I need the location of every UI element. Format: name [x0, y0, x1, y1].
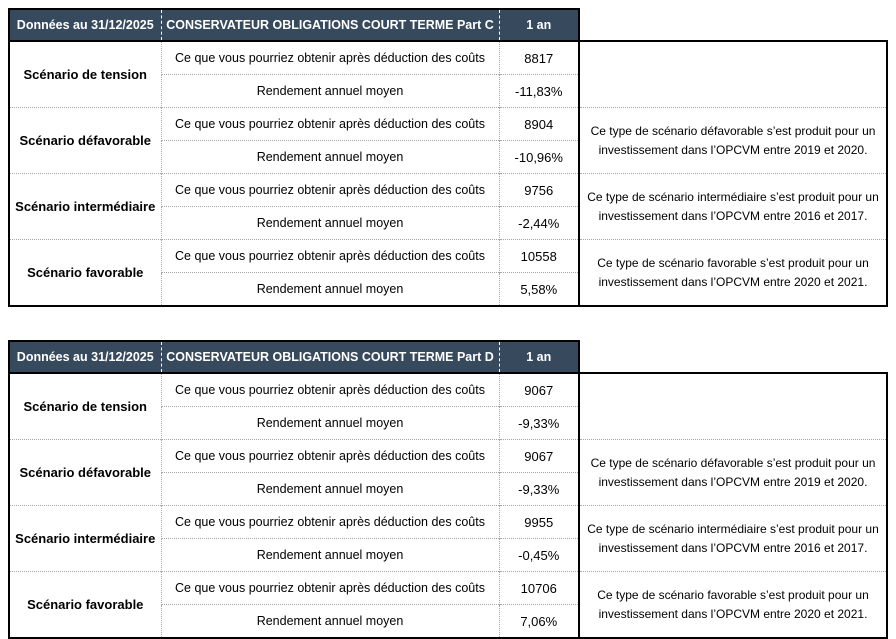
table-row: Scénario favorable Ce que vous pourriez … [8, 239, 888, 307]
comment-line: investissement dans l’OPCVM entre 2020 e… [598, 274, 868, 289]
scenario-return-label: Rendement annuel moyen [160, 74, 499, 108]
scenario-return-value: 5,58% [498, 272, 580, 307]
scenario-table-part-d: Données au 31/12/2025 CONSERVATEUR OBLIG… [8, 340, 888, 639]
table-header-fund-name: CONSERVATEUR OBLIGATIONS COURT TERME Par… [160, 340, 499, 374]
table-row: Scénario de tension Ce que vous pourriez… [8, 372, 888, 440]
scenario-return-label: Rendement annuel moyen [160, 538, 499, 572]
scenario-amount-label: Ce que vous pourriez obtenir après déduc… [160, 40, 499, 75]
comment-line: investissement dans l’OPCVM entre 2016 e… [598, 208, 868, 223]
scenario-amount-value: 9067 [498, 372, 580, 407]
comment-line: investissement dans l’OPCVM entre 2019 e… [598, 474, 868, 489]
scenario-amount-value: 8904 [498, 107, 580, 141]
scenario-return-label: Rendement annuel moyen [160, 272, 499, 307]
table-row: Rendement annuel moyen -9,33% [9, 472, 887, 506]
comment-line: investissement dans l’OPCVM entre 2020 e… [598, 606, 868, 621]
scenario-amount-label: Ce que vous pourriez obtenir après déduc… [160, 571, 499, 605]
table-row: Rendement annuel moyen -2,44% [9, 206, 887, 240]
scenario-return-label: Rendement annuel moyen [160, 406, 499, 440]
scenario-return-value: -10,96% [498, 140, 580, 174]
comment-line: Ce type de scénario favorable s’est prod… [597, 587, 869, 602]
table-row: Scénario défavorable Ce que vous pourrie… [8, 107, 888, 174]
scenario-return-label: Rendement annuel moyen [160, 140, 499, 174]
table-row: Scénario défavorable Ce que vous pourrie… [8, 439, 888, 506]
scenario-return-value: 7,06% [498, 604, 580, 639]
scenario-label: Scénario favorable [8, 571, 161, 639]
table-header-empty [579, 9, 887, 41]
scenario-comment: Ce type de scénario intermédiaire s’est … [578, 173, 888, 240]
scenario-label: Scénario intermédiaire [8, 173, 161, 240]
table-header-date: Données au 31/12/2025 [8, 8, 161, 42]
table-row: Scénario intermédiaire Ce que vous pourr… [8, 505, 888, 572]
table-row: Rendement annuel moyen 5,58% [9, 272, 887, 307]
comment-line: Ce type de scénario intermédiaire s’est … [587, 521, 879, 536]
scenario-label: Scénario de tension [8, 372, 161, 440]
scenario-amount-label: Ce que vous pourriez obtenir après déduc… [160, 239, 499, 273]
scenario-amount-value: 8817 [498, 40, 580, 75]
scenario-label: Scénario intermédiaire [8, 505, 161, 572]
scenario-amount-value: 10558 [498, 239, 580, 273]
scenario-return-value: -9,33% [498, 406, 580, 440]
scenario-return-value: -0,45% [498, 538, 580, 572]
scenario-comment [578, 40, 888, 108]
table-row: Scénario favorable Ce que vous pourriez … [8, 571, 888, 639]
scenario-label: Scénario défavorable [8, 107, 161, 174]
table-row: Scénario intermédiaire Ce que vous pourr… [8, 173, 888, 240]
scenario-label: Scénario défavorable [8, 439, 161, 506]
scenario-return-value: -11,83% [498, 74, 580, 108]
table-row: Rendement annuel moyen -10,96% [9, 140, 887, 174]
scenario-return-value: -9,33% [498, 472, 580, 506]
table-row: Rendement annuel moyen -11,83% [9, 74, 887, 108]
scenario-return-value: -2,44% [498, 206, 580, 240]
comment-line: Ce type de scénario défavorable s’est pr… [590, 123, 876, 138]
table-row: Scénario de tension Ce que vous pourriez… [8, 40, 888, 108]
performance-scenarios-page: Données au 31/12/2025 CONSERVATEUR OBLIG… [8, 8, 888, 639]
scenario-table-part-c: Données au 31/12/2025 CONSERVATEUR OBLIG… [8, 8, 888, 307]
table-header-row: Données au 31/12/2025 CONSERVATEUR OBLIG… [8, 8, 887, 42]
scenario-return-label: Rendement annuel moyen [160, 472, 499, 506]
scenario-comment: Ce type de scénario intermédiaire s’est … [578, 505, 888, 572]
scenario-label: Scénario de tension [8, 40, 161, 108]
scenario-comment [578, 372, 888, 440]
comment-line: Ce type de scénario intermédiaire s’est … [587, 189, 879, 204]
table-header-period: 1 an [498, 340, 580, 374]
comment-line: Ce type de scénario favorable s’est prod… [597, 255, 869, 270]
table-row: Rendement annuel moyen -9,33% [9, 406, 887, 440]
scenario-amount-label: Ce que vous pourriez obtenir après déduc… [160, 439, 499, 473]
scenario-amount-value: 10706 [498, 571, 580, 605]
comment-line: Ce type de scénario défavorable s’est pr… [590, 455, 876, 470]
table-header-row: Données au 31/12/2025 CONSERVATEUR OBLIG… [8, 340, 887, 374]
comment-line: investissement dans l’OPCVM entre 2019 e… [598, 142, 868, 157]
scenario-amount-label: Ce que vous pourriez obtenir après déduc… [160, 372, 499, 407]
scenario-label: Scénario favorable [8, 239, 161, 307]
scenario-amount-value: 9067 [498, 439, 580, 473]
scenario-return-label: Rendement annuel moyen [160, 604, 499, 639]
table-header-fund-name: CONSERVATEUR OBLIGATIONS COURT TERME Par… [160, 8, 499, 42]
table-header-date: Données au 31/12/2025 [8, 340, 161, 374]
table-header-period: 1 an [498, 8, 580, 42]
scenario-return-label: Rendement annuel moyen [160, 206, 499, 240]
scenario-amount-value: 9955 [498, 505, 580, 539]
scenario-comment: Ce type de scénario favorable s’est prod… [578, 239, 888, 307]
comment-line: investissement dans l’OPCVM entre 2016 e… [598, 540, 868, 555]
scenario-amount-value: 9756 [498, 173, 580, 207]
scenario-comment: Ce type de scénario favorable s’est prod… [578, 571, 888, 639]
table-row: Rendement annuel moyen -0,45% [9, 538, 887, 572]
scenario-amount-label: Ce que vous pourriez obtenir après déduc… [160, 505, 499, 539]
scenario-amount-label: Ce que vous pourriez obtenir après déduc… [160, 107, 499, 141]
scenario-amount-label: Ce que vous pourriez obtenir après déduc… [160, 173, 499, 207]
table-header-empty [579, 341, 887, 373]
scenario-comment: Ce type de scénario défavorable s’est pr… [578, 107, 888, 174]
scenario-comment: Ce type de scénario défavorable s’est pr… [578, 439, 888, 506]
